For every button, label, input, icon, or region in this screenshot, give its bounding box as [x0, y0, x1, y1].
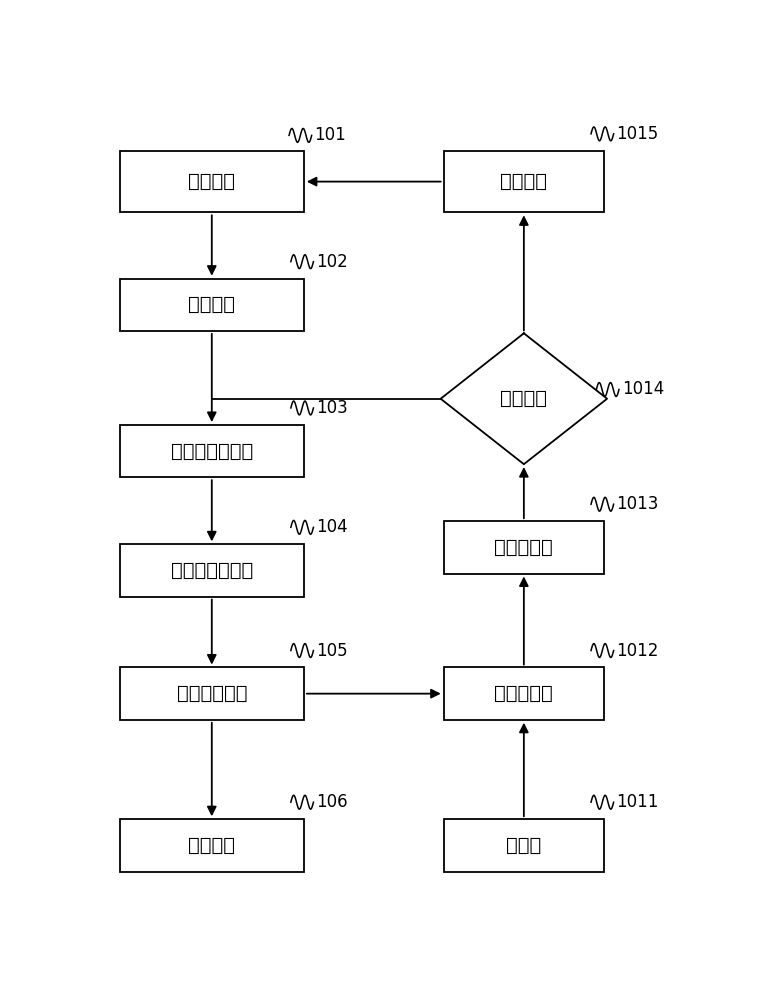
Text: 三维点云数据: 三维点云数据 — [176, 684, 247, 703]
Bar — [120, 819, 304, 872]
Text: 分束处理: 分束处理 — [500, 389, 548, 408]
Text: 104: 104 — [317, 518, 348, 536]
Bar — [120, 425, 304, 477]
Text: 103: 103 — [317, 399, 348, 417]
Bar — [120, 151, 304, 212]
Text: 1012: 1012 — [617, 642, 659, 660]
Text: 中心点转换处理: 中心点转换处理 — [171, 561, 253, 580]
Text: 106: 106 — [317, 793, 348, 811]
Text: 1013: 1013 — [617, 495, 659, 513]
Text: 发射光: 发射光 — [506, 836, 542, 855]
Text: 扫描处理: 扫描处理 — [188, 295, 235, 314]
Bar — [443, 521, 604, 574]
Bar — [120, 544, 304, 597]
Text: 展宽处理: 展宽处理 — [500, 172, 548, 191]
Text: 准直光处理: 准直光处理 — [495, 684, 553, 703]
Bar — [443, 819, 604, 872]
Text: 1015: 1015 — [617, 125, 659, 143]
Text: 105: 105 — [317, 642, 348, 660]
Text: 1011: 1011 — [617, 793, 659, 811]
Bar — [120, 667, 304, 720]
Text: 1014: 1014 — [622, 380, 664, 398]
Text: 101: 101 — [314, 126, 347, 144]
Bar — [443, 667, 604, 720]
Text: 102: 102 — [317, 253, 348, 271]
Text: 宽谱光源: 宽谱光源 — [188, 172, 235, 191]
Text: 获得成像: 获得成像 — [188, 836, 235, 855]
Bar — [120, 279, 304, 331]
Text: 反馈光处理: 反馈光处理 — [495, 538, 553, 557]
Bar — [443, 151, 604, 212]
Text: 提取光斑中心点: 提取光斑中心点 — [171, 442, 253, 461]
